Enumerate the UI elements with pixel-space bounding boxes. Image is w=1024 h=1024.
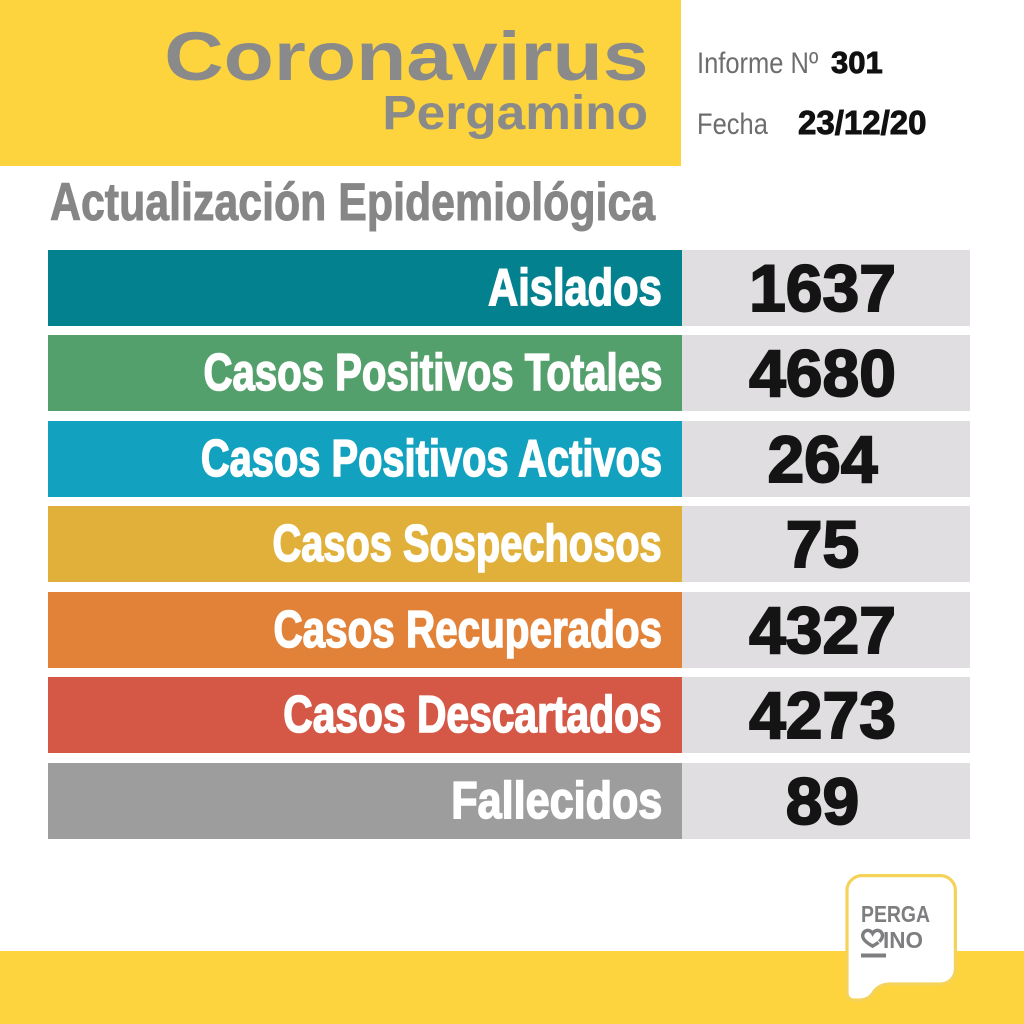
svg-text:PERGA: PERGA	[861, 901, 930, 927]
svg-text:INO: INO	[883, 927, 923, 953]
